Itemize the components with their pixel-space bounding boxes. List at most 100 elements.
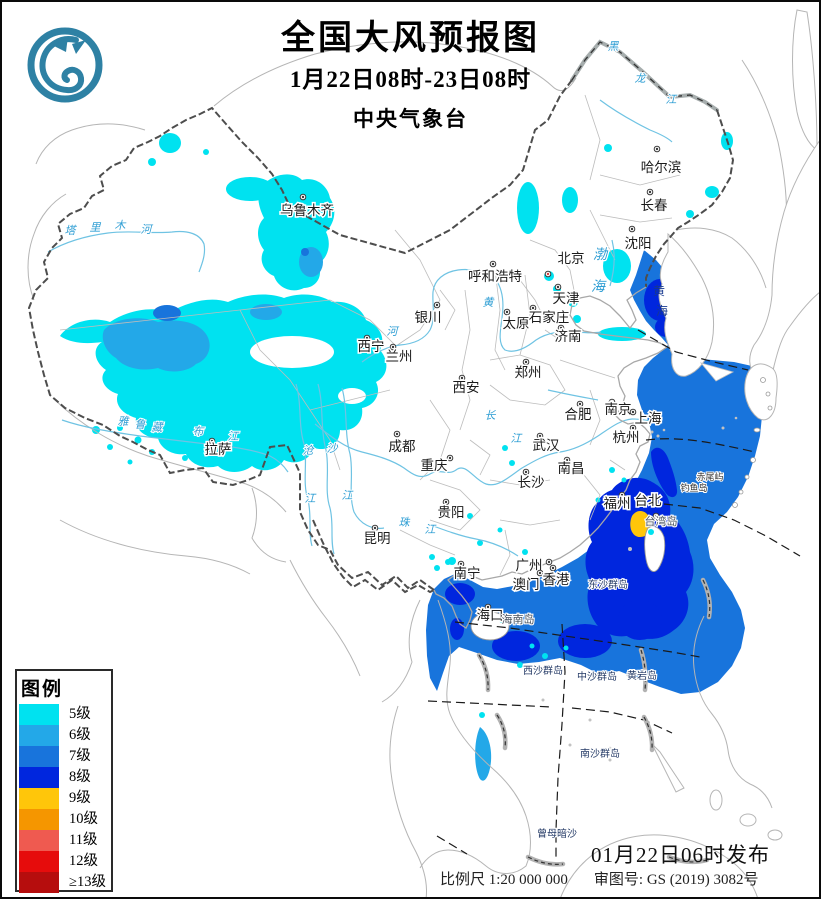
wind-area-taiwan-8	[585, 477, 694, 639]
ph-island	[767, 829, 783, 841]
city-marker-dot	[631, 410, 635, 414]
land-wind-areas	[60, 132, 733, 565]
river-name-label: 木	[115, 219, 127, 232]
wind-area-vietnam-6	[475, 727, 492, 781]
city-marker-dot	[578, 402, 582, 406]
river-name-label: 江	[305, 492, 317, 505]
legend-swatch	[19, 851, 59, 872]
city-marker-dot	[538, 434, 542, 438]
city-marker-dot	[373, 526, 377, 530]
city-label: 杭州	[613, 430, 640, 445]
sakhalin	[792, 9, 818, 151]
ph-island	[739, 813, 757, 827]
river-name-label: 黑	[608, 41, 620, 53]
logo-dragon-wing	[54, 36, 68, 52]
legend-label: 7级	[69, 748, 91, 764]
pearl-river	[427, 523, 519, 557]
city-label: 贵阳	[438, 505, 465, 520]
city-label: 南宁	[454, 565, 481, 581]
wind-area-hami-7	[301, 248, 309, 256]
river-name-label: 江	[425, 523, 437, 536]
cma-logo	[27, 27, 103, 103]
province-borders	[59, 94, 681, 576]
wind-speck	[479, 712, 485, 718]
city-label: 石家庄	[529, 309, 570, 325]
wind-area-im-5	[517, 182, 539, 234]
coastal-islets	[541, 416, 738, 838]
borneo	[559, 834, 759, 899]
city-marker-dot	[565, 458, 569, 462]
legend-swatch	[19, 809, 59, 830]
river-name-label: 江	[511, 432, 523, 445]
legend-row: 11级	[19, 830, 111, 851]
wind-speck	[568, 297, 578, 307]
city-label: 广州	[516, 558, 543, 573]
river-name-label: 江	[666, 93, 678, 106]
river-name-label: 长	[485, 409, 497, 422]
wind-speck	[529, 643, 535, 649]
island-group-label: 东沙群岛	[588, 578, 628, 591]
ganges-line	[59, 519, 251, 575]
foreign-outlines	[27, 9, 821, 899]
legend-label: 12级	[69, 853, 98, 869]
thailand-coast	[389, 705, 427, 899]
river-name-label: 江	[228, 430, 240, 443]
city-marker-dot	[301, 195, 305, 199]
river-name-label: 鲁	[135, 418, 147, 431]
city-label: 济南	[555, 329, 582, 344]
city-label: 成都	[389, 439, 416, 454]
wind-speck	[148, 158, 156, 166]
agency-name: 中央气象台	[353, 107, 468, 131]
city-marker-dot	[486, 605, 490, 609]
legend-row: ≥13级	[19, 872, 111, 893]
ph-island	[709, 789, 723, 811]
city-label: 北京	[558, 251, 585, 266]
city-label: 郑州	[515, 365, 542, 380]
river-name-label: 沧	[303, 444, 315, 457]
russia-coast	[741, 59, 788, 229]
islet-name-label: 钓鱼岛	[680, 482, 707, 493]
hainan-wind-speck	[499, 617, 505, 623]
river-name-label: 龙	[635, 72, 648, 85]
city-marker-dot	[491, 262, 495, 266]
river-name-label: 藏	[152, 421, 165, 434]
jinsha-river	[341, 387, 385, 529]
wind-area-zhejiang-8	[651, 447, 678, 498]
legend-items: 5级 6级 7级 8级 9级 10级 11级 12级 ≥13级	[19, 704, 111, 893]
city-label: 澳门	[513, 577, 540, 592]
legend-swatch	[19, 704, 59, 725]
capital-marker-dot	[546, 272, 550, 276]
logo-dragon-swirl	[39, 36, 85, 94]
taiwan-wind-speck	[648, 529, 654, 535]
city-label: 长春	[641, 198, 669, 213]
wind-area-tibet-7	[153, 305, 181, 321]
city-marker-dot	[435, 303, 439, 307]
river-name-label: 河	[387, 325, 400, 338]
legend-label: ≥13级	[69, 874, 106, 890]
central-asia-outline	[27, 193, 67, 301]
city-marker-dot	[538, 571, 542, 575]
sea-name-label: 海	[656, 303, 668, 318]
wind-speck	[159, 133, 181, 153]
island-group-label: 黄岩岛	[627, 669, 657, 682]
city-label: 长沙	[518, 475, 545, 490]
islands	[470, 232, 778, 838]
wind-area-scs-8c	[618, 600, 662, 640]
island-group-label: 南沙群岛	[580, 747, 620, 760]
river-name-label: 黄	[483, 296, 496, 309]
city-marker-dot	[395, 432, 399, 436]
logo-dragon-head	[72, 40, 86, 54]
river-name-label: 江	[342, 489, 354, 502]
logo-ring	[27, 27, 103, 103]
city-marker-dot	[505, 310, 509, 314]
wind-area-scs-8b	[558, 624, 612, 658]
city-marker-dot	[620, 493, 624, 497]
bangladesh	[251, 487, 287, 563]
taiwan-island	[644, 526, 666, 572]
sea-boundary-lines	[427, 329, 801, 858]
lancang-river	[317, 383, 335, 555]
island-group-label: 曾母暗沙	[537, 827, 577, 840]
city-marker-dot	[524, 470, 528, 474]
city-marker-dot	[444, 500, 448, 504]
